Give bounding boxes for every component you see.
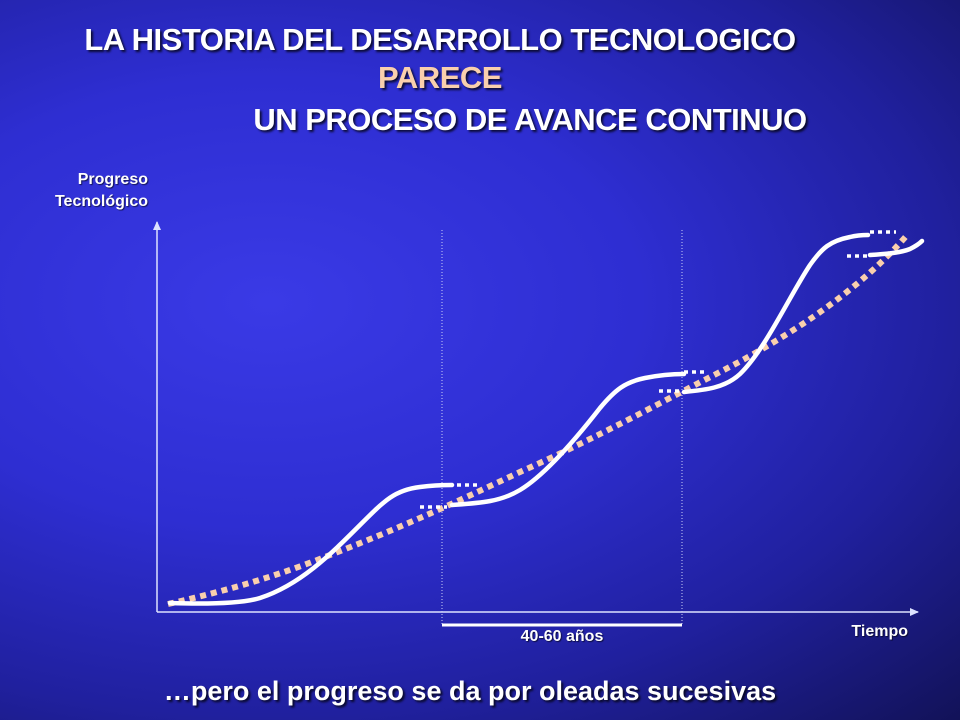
title-line-3: UN PROCESO DE AVANCE CONTINUO [253, 102, 807, 137]
wave-curve-2 [449, 371, 687, 508]
title-line-1: LA HISTORIA DEL DESARROLLO TECNOLOGICO [84, 22, 796, 57]
y-axis-label: Progreso Tecnológico [30, 169, 148, 213]
title-line-2-highlight: PARECE [378, 60, 502, 95]
y-axis-label-line-1: Progreso [77, 171, 148, 188]
continuous-trend-line [167, 232, 911, 607]
wave-curve-3 [681, 232, 871, 395]
wave-period-label: 40-60 años [520, 628, 604, 645]
y-axis-label-line-2: Tecnológico [54, 193, 148, 210]
footer-caption: …pero el progreso se da por oleadas suce… [163, 676, 777, 706]
wave-curve-1 [167, 482, 455, 606]
x-axis-label: Tiempo [851, 623, 908, 640]
wave-curve-4 [867, 238, 925, 258]
